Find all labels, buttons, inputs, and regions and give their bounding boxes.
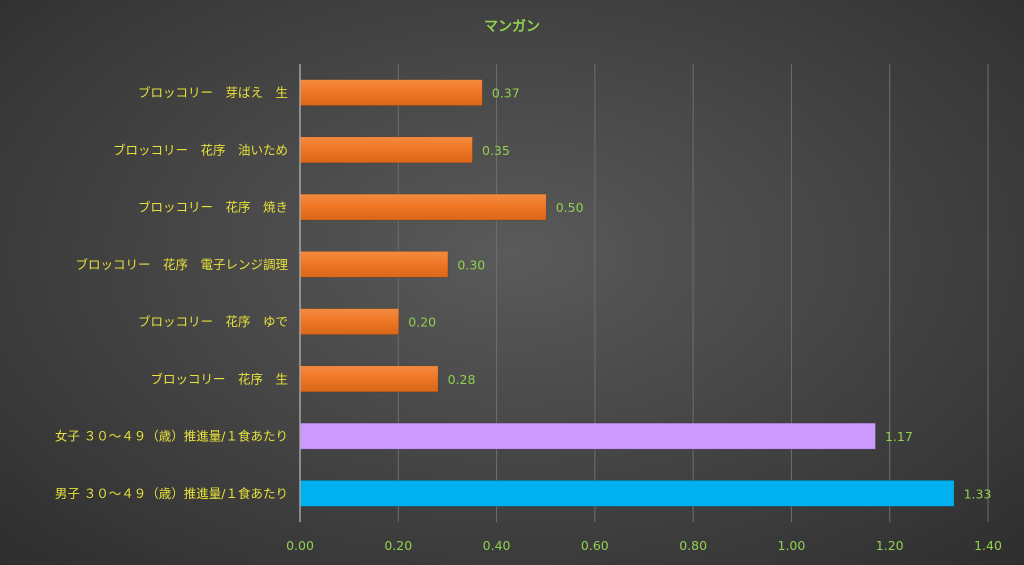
- gridlines: [397, 64, 989, 522]
- data-labels: 0.37 0.35 0.50 0.30 0.20 0.28 1.17 1.33: [408, 86, 991, 502]
- data-label: 0.30: [457, 257, 485, 272]
- x-tick-labels: 0.00 0.20 0.40 0.60 0.80 1.00 1.20 1.40: [286, 538, 1002, 553]
- bar: [300, 251, 449, 278]
- category-label: 男子 ３０～４９（歳）推進量/１食あたり: [55, 486, 288, 501]
- bar: [300, 365, 439, 393]
- x-tick-label: 1.40: [974, 538, 1002, 553]
- x-tick-label: 0.00: [286, 538, 314, 553]
- data-label: 0.37: [492, 86, 520, 101]
- data-label: 1.33: [964, 486, 992, 501]
- x-tick-label: 1.00: [778, 538, 806, 553]
- category-label: ブロッコリー 花序 生: [150, 371, 288, 386]
- bar: [300, 308, 400, 335]
- bar: [300, 136, 473, 164]
- category-label: ブロッコリー 花序 ゆで: [138, 314, 288, 329]
- x-tick-label: 0.20: [384, 538, 412, 553]
- category-label: ブロッコリー 花序 油いため: [113, 142, 288, 157]
- bar: [300, 193, 547, 221]
- data-label: 1.17: [885, 429, 913, 444]
- bar: [300, 79, 483, 106]
- category-label: ブロッコリー 芽ばえ 生: [138, 85, 288, 100]
- data-label: 0.28: [448, 372, 476, 387]
- data-label: 0.50: [556, 200, 584, 215]
- chart-title: マンガン: [484, 19, 540, 35]
- category-label: ブロッコリー 花序 電子レンジ調理: [75, 257, 288, 272]
- bars: [300, 79, 955, 507]
- category-label: ブロッコリー 花序 焼き: [138, 200, 288, 215]
- x-tick-label: 0.80: [679, 538, 707, 553]
- x-tick-label: 0.40: [483, 538, 511, 553]
- x-tick-label: 1.20: [876, 538, 904, 553]
- data-label: 0.20: [408, 315, 436, 330]
- x-tick-label: 0.60: [581, 538, 609, 553]
- bar: [300, 480, 955, 507]
- category-label: 女子 ３０～４９（歳）推進量/１食あたり: [55, 429, 288, 444]
- bar: [300, 422, 876, 450]
- data-label: 0.35: [482, 143, 510, 158]
